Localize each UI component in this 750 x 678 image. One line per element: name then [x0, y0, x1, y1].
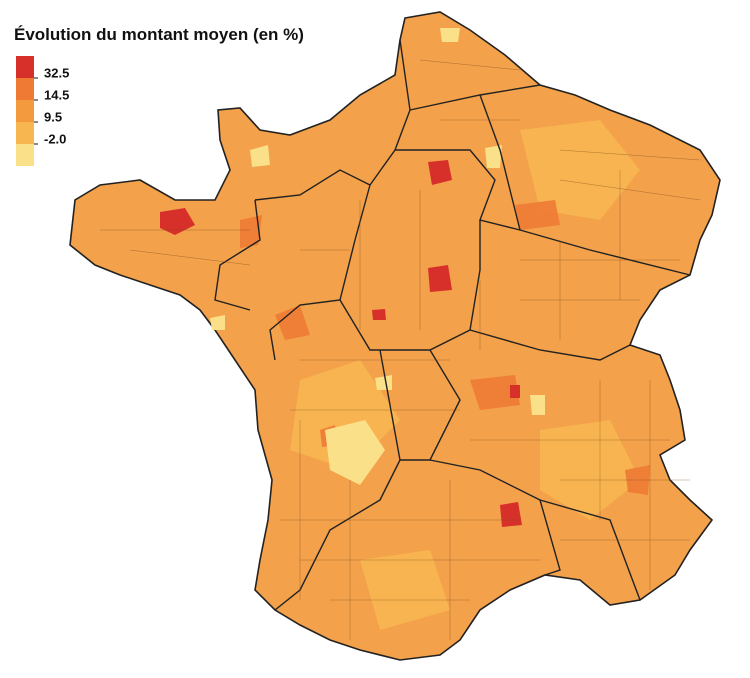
legend-label: 14.5: [44, 87, 69, 102]
legend-label: -2.0: [44, 131, 66, 146]
legend-swatch: [16, 122, 34, 144]
district-lines: [100, 59, 701, 640]
legend-swatch: [16, 78, 34, 100]
legend-label: 32.5: [44, 65, 69, 80]
legend-swatch: [16, 100, 34, 122]
legend: 32.5 14.5 9.5 -2.0: [16, 56, 69, 166]
legend-title: Évolution du montant moyen (en %): [14, 25, 304, 44]
legend-swatch: [16, 144, 34, 166]
high-areas: [160, 160, 522, 527]
legend-label: 9.5: [44, 109, 62, 124]
pale-areas: [210, 28, 545, 485]
legend-swatch: [16, 56, 34, 78]
france-map: [69, 11, 721, 661]
region-borders: [214, 39, 691, 611]
